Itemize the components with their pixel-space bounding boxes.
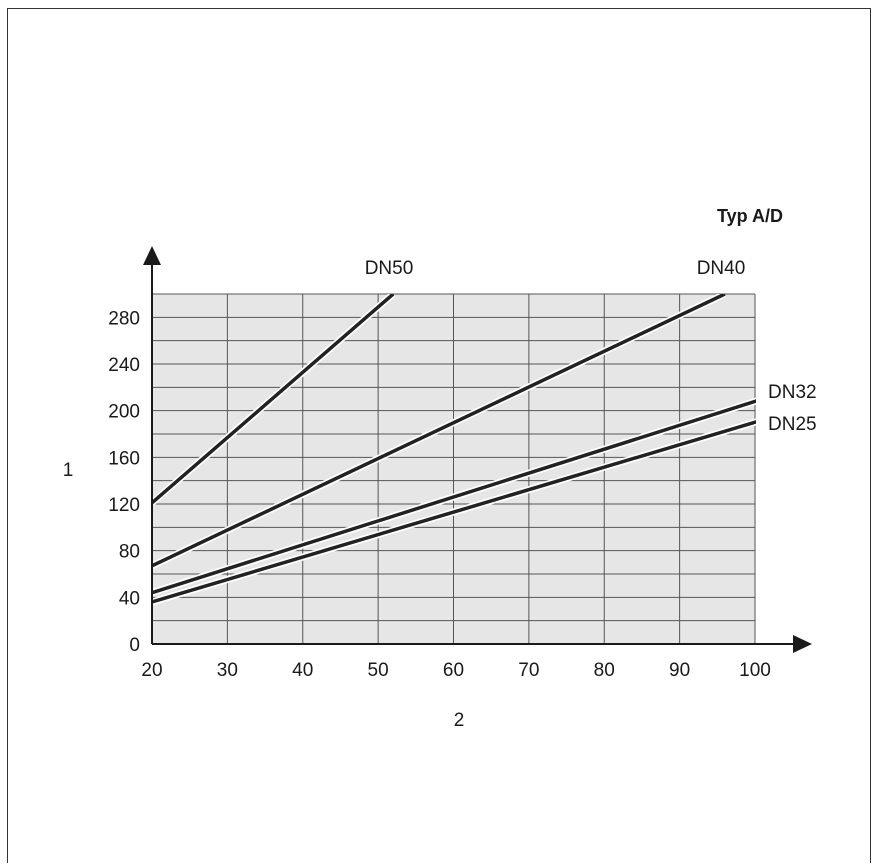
series-line [152, 420, 756, 604]
x-axis-label: 2 [454, 710, 465, 731]
y-tick-label: 160 [108, 448, 140, 469]
y-tick-labels: 0 40 80 120 160 200 240 280 [108, 308, 140, 656]
y-tick-label: 200 [108, 402, 140, 423]
x-tick-label: 40 [292, 660, 313, 681]
series-labels: DN50 DN40 DN32 DN25 [365, 258, 817, 435]
chart-frame [7, 8, 871, 863]
x-tick-label: 30 [217, 660, 238, 681]
series-label: DN32 [768, 382, 817, 403]
x-tick-label: 100 [739, 660, 771, 681]
y-tick-label: 80 [119, 542, 140, 563]
y-axis-arrow [143, 246, 161, 265]
y-tick-label: 40 [119, 588, 140, 609]
y-tick-label: 240 [108, 355, 140, 376]
y-tick-label: 0 [129, 635, 140, 656]
series-lines [152, 294, 756, 606]
series-line [152, 399, 756, 595]
y-tick-label: 120 [108, 495, 140, 516]
x-tick-label: 70 [518, 660, 539, 681]
x-tick-label: 50 [368, 660, 389, 681]
x-tick-label: 20 [141, 660, 162, 681]
y-tick-label: 280 [108, 308, 140, 329]
series-line [152, 294, 395, 505]
x-axis-arrow [793, 635, 812, 653]
x-tick-labels: 20 30 40 50 60 70 80 90 100 [141, 660, 770, 681]
chart-title: Typ A/D [717, 206, 783, 226]
series-label: DN50 [365, 258, 414, 279]
series-line [152, 294, 726, 568]
x-tick-label: 90 [669, 660, 690, 681]
series-label: DN25 [768, 414, 817, 435]
x-tick-label: 80 [594, 660, 615, 681]
series-label: DN40 [697, 258, 746, 279]
y-axis-label: 1 [63, 460, 74, 481]
x-tick-label: 60 [443, 660, 464, 681]
